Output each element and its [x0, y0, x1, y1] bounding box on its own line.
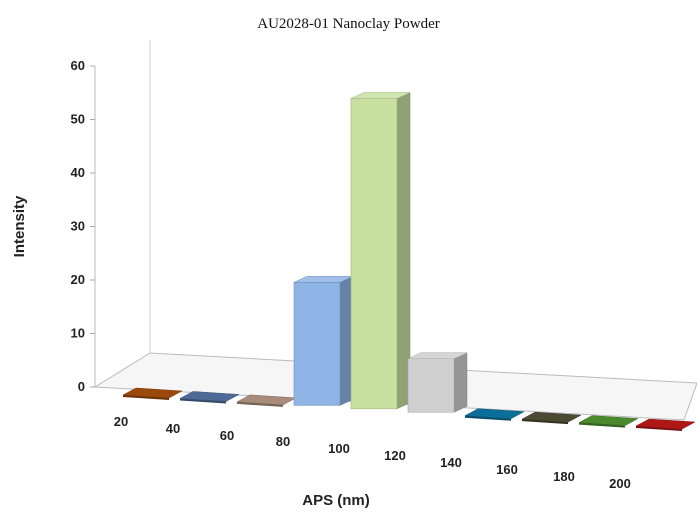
bar [350, 92, 411, 410]
x-axis-label: APS (nm) [302, 492, 370, 509]
bar-side [453, 352, 468, 413]
x-tick-label: 180 [553, 469, 575, 484]
y-tick-label: 30 [71, 219, 85, 234]
bar-front [123, 395, 169, 400]
x-tick-label: 40 [166, 421, 180, 436]
bar [293, 275, 354, 406]
x-tick-label: 80 [276, 434, 290, 449]
bar-top [407, 352, 468, 359]
bar-front [579, 422, 625, 428]
bar [464, 408, 525, 421]
bar-top [350, 92, 411, 99]
y-tick-label: 0 [78, 379, 85, 394]
x-tick-label: 100 [328, 441, 350, 456]
bar [578, 415, 639, 428]
bar [521, 411, 582, 425]
bar-front [237, 401, 283, 407]
y-tick-label: 10 [71, 326, 85, 341]
y-tick-label: 20 [71, 272, 85, 287]
y-tick-label: 40 [71, 165, 85, 180]
x-tick-label: 140 [440, 455, 462, 470]
bar-front [407, 358, 455, 413]
bar-top [635, 418, 696, 430]
bar-top [179, 391, 240, 402]
chart-title: AU2028-01 Nanoclay Powder [257, 16, 440, 32]
y-tick-label: 50 [71, 112, 85, 127]
bar [635, 418, 696, 432]
bar-top [521, 411, 582, 423]
bar-front [293, 281, 341, 406]
x-tick-label: 200 [609, 476, 631, 491]
bar-top [122, 387, 183, 399]
bar [179, 391, 240, 404]
bar [122, 387, 183, 400]
x-tick-label: 120 [384, 448, 406, 463]
x-tick-label: 60 [220, 428, 234, 443]
y-axis-label: Intensity [11, 195, 28, 257]
bar-front [522, 419, 568, 425]
bar-top [578, 415, 639, 426]
bar-front [180, 398, 226, 404]
bar-front [350, 98, 398, 410]
x-tick-label: 20 [114, 414, 128, 429]
bar-front [465, 415, 511, 421]
bar [407, 352, 468, 413]
bar-front [636, 426, 682, 432]
x-tick-label: 160 [496, 462, 518, 477]
y-tick-label: 60 [71, 58, 85, 73]
